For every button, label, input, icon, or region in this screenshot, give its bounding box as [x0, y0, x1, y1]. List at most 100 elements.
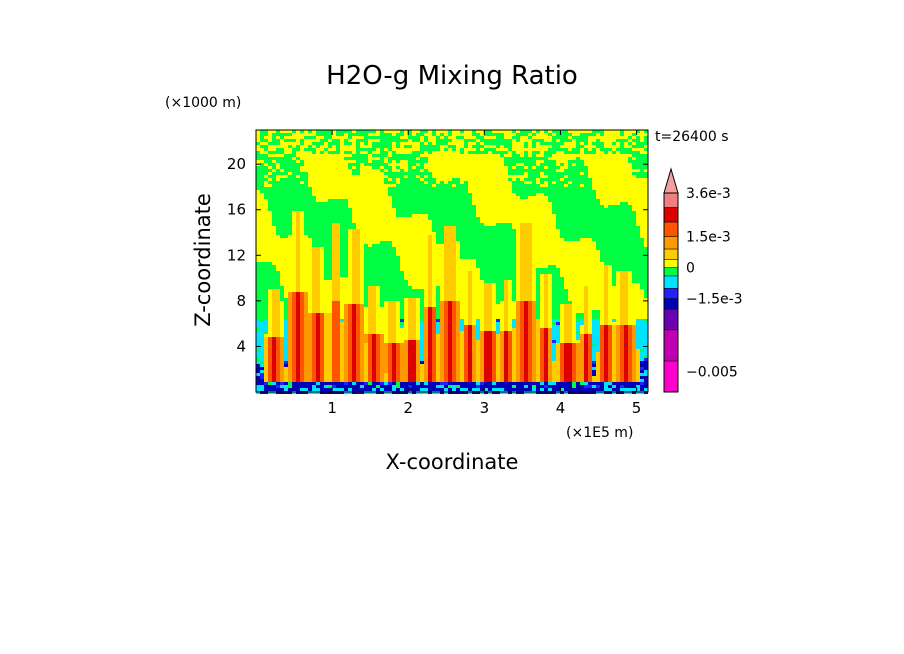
heatmap-cell: [404, 184, 408, 187]
heatmap-cell: [288, 145, 292, 148]
heatmap-cell: [376, 133, 380, 136]
heatmap-cell: [484, 142, 488, 145]
heatmap-cell: [496, 166, 500, 169]
heatmap-cell: [452, 178, 456, 181]
heatmap-cell: [372, 184, 376, 187]
heatmap-cell: [296, 268, 300, 271]
heatmap-cell: [448, 238, 452, 241]
heatmap-cell: [536, 214, 540, 217]
heatmap-cell: [368, 268, 372, 271]
heatmap-cell: [416, 268, 420, 271]
heatmap-cell: [268, 154, 272, 157]
heatmap-cell: [516, 157, 520, 160]
heatmap-cell: [520, 205, 524, 208]
heatmap-cell: [284, 226, 288, 229]
heatmap-cell: [644, 166, 648, 169]
heatmap-cell: [476, 169, 480, 172]
heatmap-cell: [576, 226, 580, 229]
heatmap-cell: [588, 265, 592, 268]
heatmap-cell: [472, 235, 476, 238]
heatmap-cell: [432, 178, 436, 181]
heatmap-cell: [608, 166, 612, 169]
heatmap-cell: [320, 265, 324, 268]
heatmap-cell: [492, 142, 496, 145]
heatmap-cell: [580, 133, 584, 136]
heatmap-cell: [332, 235, 336, 238]
heatmap-cell: [416, 169, 420, 172]
heatmap-cell: [516, 235, 520, 238]
heatmap-cell: [532, 262, 536, 265]
heatmap-cell: [328, 247, 332, 250]
heatmap-cell: [280, 247, 284, 250]
heatmap-cell: [532, 148, 536, 151]
heatmap-cell: [564, 181, 568, 184]
heatmap-cell: [392, 199, 396, 202]
heatmap-cell: [548, 187, 552, 190]
heatmap-cell: [512, 250, 516, 253]
heatmap-cell: [556, 277, 560, 280]
heatmap-cell: [472, 130, 476, 133]
heatmap-cell: [512, 211, 516, 214]
heatmap-cell: [440, 136, 444, 139]
heatmap-cell: [432, 160, 436, 163]
heatmap-cell: [284, 280, 288, 283]
heatmap-cell: [448, 145, 452, 148]
heatmap-cell: [464, 211, 468, 214]
heatmap-cell: [636, 274, 640, 277]
heatmap-cell: [540, 268, 544, 271]
heatmap-cell: [308, 214, 312, 217]
heatmap-cell: [392, 169, 396, 172]
heatmap-cell: [540, 220, 544, 223]
heatmap-cell: [300, 202, 304, 205]
heatmap-cell: [348, 223, 352, 226]
heatmap-cell: [472, 256, 476, 259]
heatmap-cell: [312, 256, 316, 259]
heatmap-cell: [360, 229, 364, 232]
heatmap-cell: [448, 172, 452, 175]
heatmap-cell: [612, 244, 616, 247]
heatmap-cell: [552, 178, 556, 181]
heatmap-cell: [572, 130, 576, 133]
heatmap-cell: [344, 229, 348, 232]
heatmap-cell: [332, 238, 336, 241]
heatmap-cell: [340, 151, 344, 154]
heatmap-cell: [500, 196, 504, 199]
heatmap-cell: [420, 229, 424, 232]
heatmap-cell: [300, 190, 304, 193]
heatmap-cell: [592, 217, 596, 220]
heatmap-cell: [488, 214, 492, 217]
heatmap-cell: [424, 166, 428, 169]
heatmap-cell: [484, 238, 488, 241]
heatmap-cell: [352, 241, 356, 244]
heatmap-cell: [512, 220, 516, 223]
heatmap-cell: [412, 169, 416, 172]
heatmap-cell: [584, 229, 588, 232]
heatmap-cell: [536, 250, 540, 253]
heatmap-cell: [628, 277, 632, 280]
heatmap-cell: [412, 184, 416, 187]
heatmap-cell: [256, 184, 260, 187]
heatmap-cell: [344, 265, 348, 268]
heatmap-cell: [280, 202, 284, 205]
heatmap-cell: [380, 154, 384, 157]
heatmap-cell: [580, 142, 584, 145]
heatmap-cell: [284, 169, 288, 172]
heatmap-cell: [284, 223, 288, 226]
heatmap-cell: [372, 238, 376, 241]
heatmap-cell: [328, 193, 332, 196]
heatmap-cell: [500, 280, 504, 283]
heatmap-cell: [440, 244, 444, 247]
heatmap-cell: [352, 271, 356, 274]
heatmap-cell: [316, 148, 320, 151]
heatmap-cell: [360, 226, 364, 229]
heatmap-cell: [632, 232, 636, 235]
heatmap-cell: [480, 235, 484, 238]
heatmap-cell: [268, 214, 272, 217]
heatmap-cell: [552, 223, 556, 226]
heatmap-cell: [268, 271, 272, 274]
heatmap-cell: [328, 238, 332, 241]
heatmap-cell: [296, 232, 300, 235]
heatmap-cell: [336, 259, 340, 262]
heatmap-cell: [324, 160, 328, 163]
heatmap-cell: [472, 184, 476, 187]
